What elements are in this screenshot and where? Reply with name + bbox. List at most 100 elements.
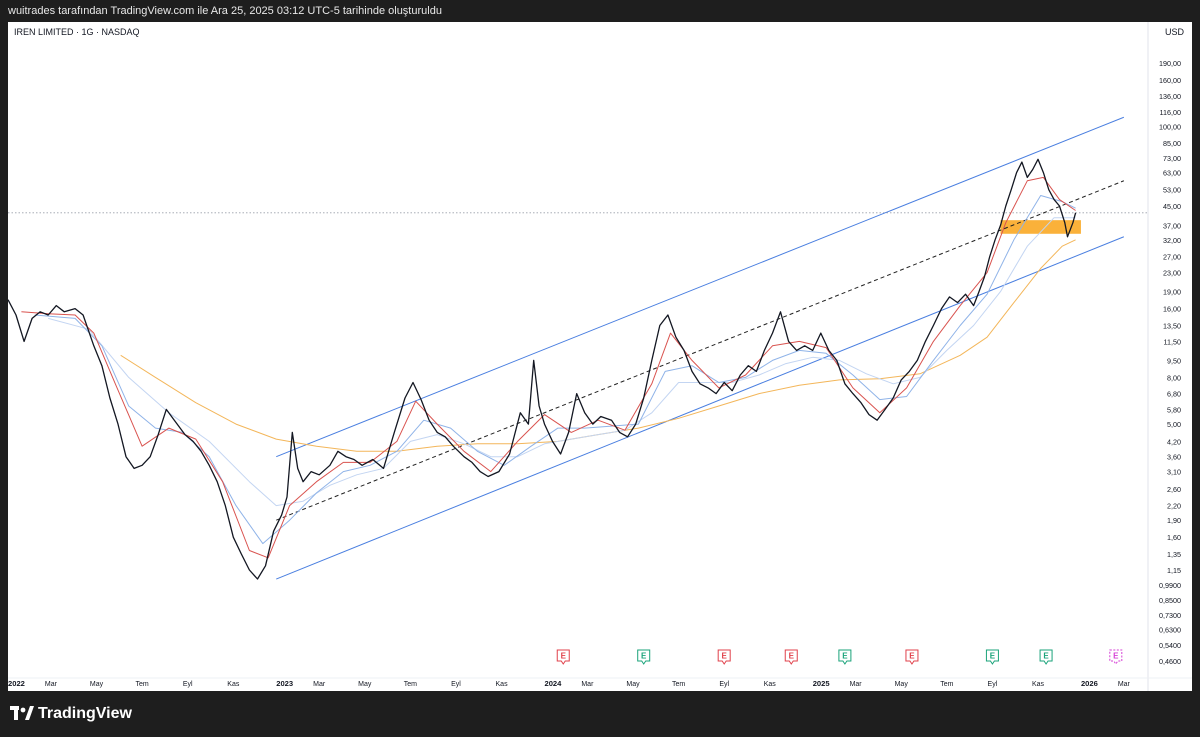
- channel-upper-line: [276, 116, 1125, 458]
- y-tick-label: 9,50: [1167, 356, 1181, 365]
- y-tick-label: 85,00: [1163, 139, 1181, 148]
- x-tick-label: Eyl: [719, 681, 729, 688]
- ma-mid-line: [34, 195, 1076, 545]
- earnings-marker-letter: E: [722, 652, 728, 661]
- y-tick-label: 2,20: [1167, 502, 1181, 511]
- tradingview-logo-icon: [10, 706, 34, 720]
- channel-layer: [276, 116, 1125, 580]
- earnings-marker[interactable]: E: [637, 649, 651, 665]
- y-tick-label: 8,00: [1167, 373, 1181, 382]
- y-tick-label: 0,8500: [1159, 596, 1181, 605]
- y-tick-label: 32,00: [1163, 236, 1181, 245]
- x-tick-label: 2023: [276, 679, 293, 688]
- y-tick-label: 3,60: [1167, 453, 1181, 462]
- y-tick-label: 4,20: [1167, 437, 1181, 446]
- x-tick-label: Eyl: [451, 681, 461, 688]
- caption-text: wuitrades tarafından TradingView.com ile…: [8, 5, 442, 17]
- y-tick-label: 16,00: [1163, 305, 1181, 314]
- earnings-marker[interactable]: E: [717, 649, 731, 665]
- y-tick-label: 0,9900: [1159, 581, 1181, 590]
- grid-layer: [8, 22, 1192, 691]
- y-tick-label: 13,50: [1163, 321, 1181, 330]
- footer: TradingView: [0, 691, 1200, 737]
- earnings-marker[interactable]: E: [838, 649, 852, 665]
- earnings-marker[interactable]: E: [1039, 649, 1053, 665]
- x-tick-label: May: [358, 681, 372, 688]
- x-tick-label: 2022: [8, 679, 25, 688]
- y-tick-label: 100,00: [1159, 123, 1181, 132]
- price-chart[interactable]: 190,00 160,00 136,00 116,00 100,00 85,00 73,00…: [8, 22, 1192, 691]
- earnings-marker-badge: [1109, 649, 1123, 665]
- earnings-marker[interactable]: E: [784, 649, 798, 665]
- y-tick-label: 0,6300: [1159, 626, 1181, 635]
- y-tick-label: 63,00: [1163, 169, 1181, 178]
- y-tick-label: 23,00: [1163, 269, 1181, 278]
- earnings-marker-letter: E: [789, 652, 795, 661]
- x-tick-label: May: [90, 681, 104, 688]
- earnings-marker[interactable]: E: [1109, 649, 1123, 665]
- brand-name: TradingView: [38, 705, 132, 722]
- earnings-marker-letter: E: [641, 652, 647, 661]
- earnings-marker-badge: [905, 649, 919, 665]
- y-tick-label: 5,80: [1167, 405, 1181, 414]
- zone-layer: [1000, 220, 1081, 234]
- earnings-marker[interactable]: E: [905, 649, 919, 665]
- earnings-marker[interactable]: E: [556, 649, 570, 665]
- x-tick-label: May: [626, 681, 640, 688]
- earnings-marker-badge: [637, 649, 651, 665]
- x-tick-label: Tem: [940, 681, 953, 688]
- x-tick-label: Kas: [764, 681, 777, 688]
- x-tick-label: Mar: [1118, 681, 1131, 688]
- x-tick-label: Tem: [136, 681, 149, 688]
- ma-200-line: [120, 239, 1076, 452]
- earnings-marker-letter: E: [842, 652, 848, 661]
- chart-panel[interactable]: 190,00 160,00 136,00 116,00 100,00 85,00 73,00…: [8, 22, 1192, 691]
- y-tick-label: 5,00: [1167, 420, 1181, 429]
- y-tick-label: 6,80: [1167, 390, 1181, 399]
- x-tick-label: May: [895, 681, 909, 688]
- y-tick-label: 73,00: [1163, 154, 1181, 163]
- y-tick-label: 1,60: [1167, 533, 1181, 542]
- y-tick-label: 53,00: [1163, 186, 1181, 195]
- symbol-title[interactable]: IREN LIMITED · 1G · NASDAQ: [14, 27, 140, 37]
- y-tick-label: 160,00: [1159, 76, 1181, 85]
- x-tick-label: Mar: [313, 681, 326, 688]
- ma-fast-line: [21, 176, 1076, 559]
- earnings-marker[interactable]: E: [985, 649, 999, 665]
- y-tick-label: 190,00: [1159, 59, 1181, 68]
- earnings-marker-badge: [556, 649, 570, 665]
- x-tick-label: Mar: [45, 681, 58, 688]
- price-line: [8, 158, 1077, 580]
- x-tick-label: 2025: [813, 679, 831, 688]
- x-axis: 2022 Mar May Tem Eyl Kas 2023 Mar May Tem Eyl Kas 20…: [8, 679, 1131, 688]
- y-tick-label: 1,35: [1167, 550, 1181, 559]
- earnings-marker-letter: E: [990, 652, 996, 661]
- y-tick-label: 0,4600: [1159, 657, 1181, 666]
- x-tick-label: Tem: [672, 681, 685, 688]
- earnings-marker-badge: [1039, 649, 1053, 665]
- y-tick-label: 11,50: [1164, 337, 1181, 346]
- y-axis: 190,00 160,00 136,00 116,00 100,00 85,00 73,00…: [1159, 59, 1181, 666]
- x-tick-label: Tem: [404, 681, 417, 688]
- x-tick-label: Kas: [227, 681, 240, 688]
- y-tick-label: 136,00: [1159, 92, 1181, 101]
- x-tick-label: Kas: [496, 681, 509, 688]
- earnings-marker-badge: [784, 649, 798, 665]
- x-tick-label: Eyl: [988, 681, 998, 688]
- y-tick-label: 3,10: [1167, 468, 1181, 477]
- x-tick-label: Eyl: [183, 681, 193, 688]
- y-tick-label: 37,00: [1163, 221, 1181, 230]
- support-zone: [1000, 220, 1081, 234]
- y-tick-label: 1,90: [1167, 516, 1181, 525]
- currency-label[interactable]: USD: [1164, 27, 1184, 37]
- channel-lower-line: [276, 236, 1125, 580]
- y-tick-label: 1,15: [1167, 566, 1181, 575]
- y-tick-label: 19,00: [1163, 288, 1181, 297]
- x-tick-label: Kas: [1032, 681, 1045, 688]
- channel-middle-line: [276, 180, 1125, 521]
- x-tick-label: 2026: [1081, 679, 1098, 688]
- price-layer: [8, 158, 1077, 580]
- ma-slow-line: [48, 217, 1076, 507]
- tradingview-brand[interactable]: TradingView: [10, 705, 132, 723]
